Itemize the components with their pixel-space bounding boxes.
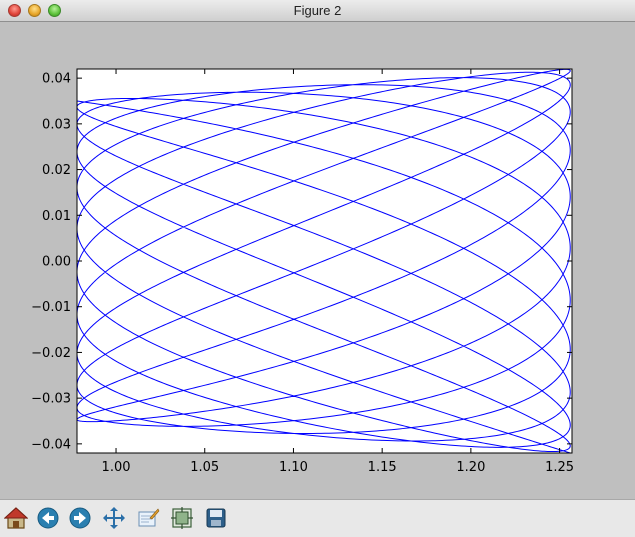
y-tick-label: −0.03: [31, 392, 71, 407]
y-tick-label: 0.01: [42, 209, 71, 224]
navigation-toolbar: [0, 499, 635, 537]
x-tick-label: 1.25: [545, 460, 574, 475]
save-disk-icon: [206, 508, 226, 528]
figure-canvas: 1.00 1.05 1.10 1.15 1.20 1.25 0.04 0.03 0.02 0.01…: [0, 22, 635, 499]
y-tick-label: 0.00: [42, 255, 71, 270]
series-line-0: [77, 69, 571, 453]
y-tick-label: −0.02: [31, 346, 71, 361]
back-button[interactable]: [34, 504, 62, 532]
pan-button[interactable]: [100, 504, 128, 532]
x-tick-label: 1.00: [102, 460, 131, 475]
x-tick-label: 1.15: [368, 460, 397, 475]
close-window-button[interactable]: [8, 4, 21, 17]
back-arrow-icon: [37, 507, 59, 529]
y-tick-label: −0.04: [31, 437, 71, 452]
window-title: Figure 2: [293, 3, 342, 18]
y-tick-label: −0.01: [31, 300, 71, 315]
pan-icon: [103, 507, 125, 529]
plot-chart: 1.00 1.05 1.10 1.15 1.20 1.25 0.04 0.03 0.02 0.01…: [31, 68, 574, 475]
home-button[interactable]: [2, 504, 30, 532]
x-tick-label: 1.20: [456, 460, 485, 475]
window-titlebar: Figure 2: [0, 0, 635, 22]
minimize-window-button[interactable]: [28, 4, 41, 17]
forward-arrow-icon: [69, 507, 91, 529]
x-tick-label: 1.10: [279, 460, 308, 475]
save-button[interactable]: [202, 504, 230, 532]
y-tick-label: 0.02: [42, 163, 71, 178]
x-tick-label: 1.05: [190, 460, 219, 475]
zoom-window-button[interactable]: [48, 4, 61, 17]
subplots-button[interactable]: [168, 504, 196, 532]
y-tick-label: 0.04: [42, 72, 71, 87]
home-icon: [4, 507, 28, 529]
zoom-button[interactable]: [134, 504, 162, 532]
zoom-rect-icon: [138, 508, 160, 527]
y-tick-label: 0.03: [42, 117, 71, 132]
subplots-icon: [171, 507, 193, 529]
forward-button[interactable]: [66, 504, 94, 532]
